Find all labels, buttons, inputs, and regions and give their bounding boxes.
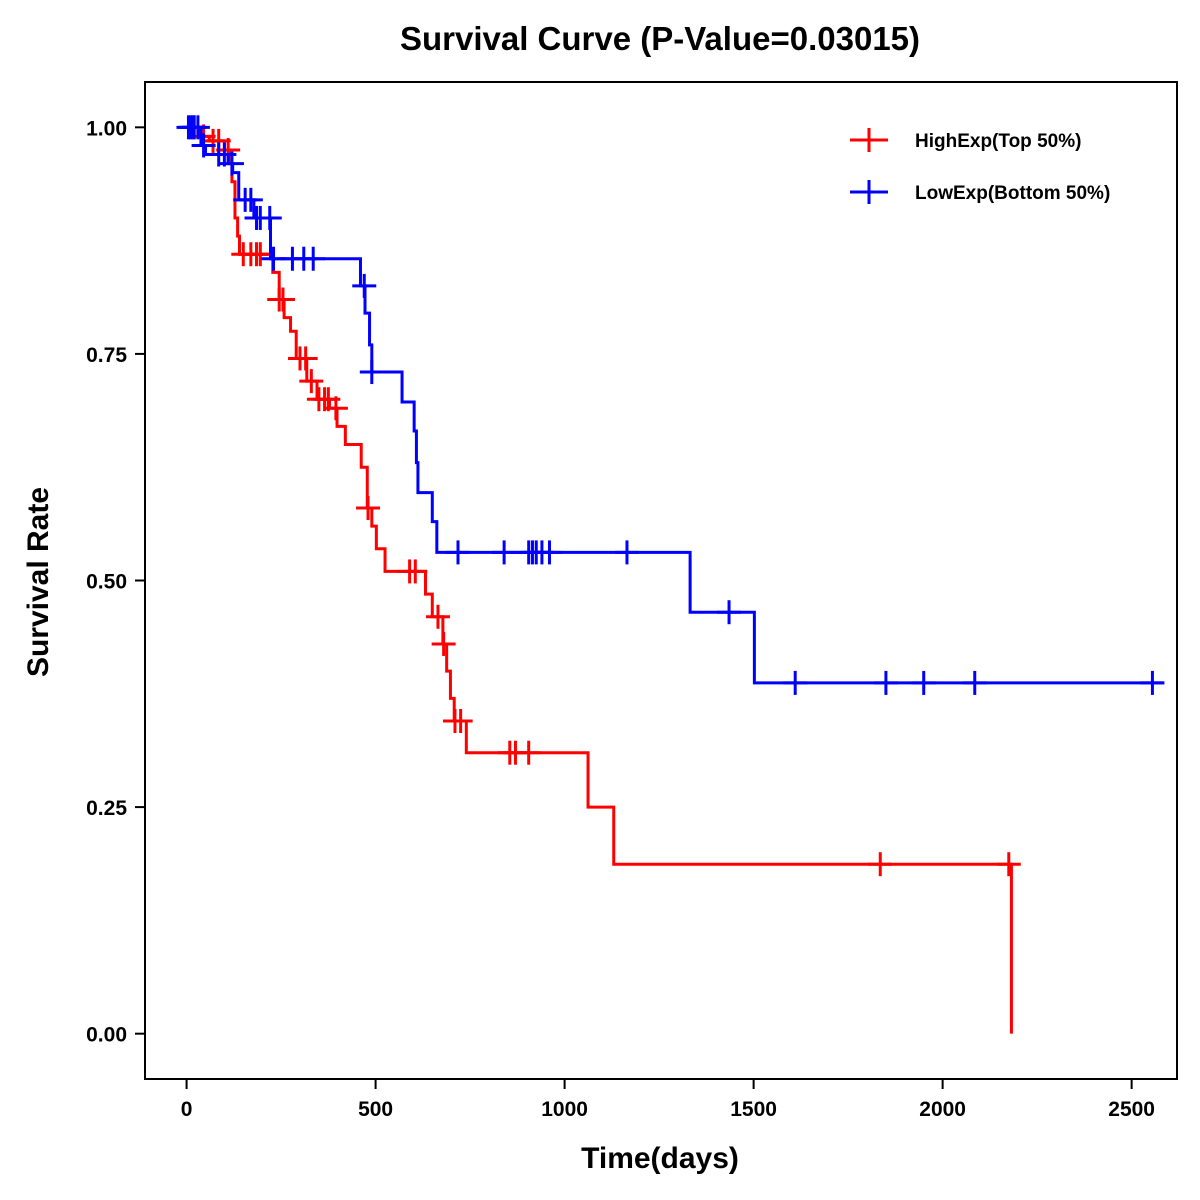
legend-label: LowExp(Bottom 50%) bbox=[915, 183, 1110, 204]
legend-label: HighExp(Top 50%) bbox=[915, 131, 1081, 152]
legend-cross-icon bbox=[850, 128, 888, 152]
y-tick-label: 0.75 bbox=[86, 344, 127, 367]
censor-mark bbox=[516, 740, 541, 765]
censor-mark bbox=[614, 540, 639, 565]
x-tick-label: 1500 bbox=[730, 1098, 777, 1121]
censor-mark bbox=[431, 631, 456, 656]
censor-mark bbox=[356, 495, 381, 520]
y-axis: 0.00 0.25 0.50 0.75 1.00 bbox=[86, 117, 145, 1047]
censor-mark bbox=[359, 360, 384, 385]
censor-mark bbox=[403, 559, 428, 584]
censor-mark bbox=[270, 287, 295, 312]
censor-mark bbox=[425, 604, 450, 629]
x-tick-label: 2000 bbox=[919, 1098, 966, 1121]
y-tick-label: 0.00 bbox=[86, 1024, 127, 1047]
censor-mark bbox=[911, 670, 936, 695]
plot-area bbox=[176, 115, 1165, 1034]
x-tick-label: 500 bbox=[358, 1098, 393, 1121]
legend: HighExp(Top 50%) LowExp(Bottom 50%) bbox=[850, 128, 1110, 204]
chart-title: Survival Curve (P-Value=0.03015) bbox=[400, 20, 920, 57]
censor-mark bbox=[873, 670, 898, 695]
x-tick-label: 1000 bbox=[541, 1098, 588, 1121]
censor-mark bbox=[191, 133, 216, 158]
censor-mark bbox=[868, 852, 893, 877]
censor-mark bbox=[1140, 670, 1165, 695]
x-tick-label: 2500 bbox=[1108, 1098, 1155, 1121]
censor-mark bbox=[293, 346, 318, 371]
y-tick-label: 0.50 bbox=[86, 571, 127, 594]
censor-mark bbox=[238, 187, 263, 212]
censor-mark bbox=[352, 273, 377, 298]
censor-mark bbox=[962, 670, 987, 695]
censor-mark bbox=[185, 115, 210, 140]
x-tick-label: 0 bbox=[181, 1098, 193, 1121]
legend-item: HighExp(Top 50%) bbox=[850, 128, 1081, 152]
series-low-exp bbox=[176, 115, 1165, 695]
censor-mark bbox=[996, 852, 1021, 877]
censor-mark bbox=[257, 205, 282, 230]
legend-cross-icon bbox=[850, 180, 888, 204]
censor-mark bbox=[248, 242, 273, 267]
censor-mark bbox=[323, 396, 348, 421]
x-axis: 0 500 1000 1500 2000 2500 bbox=[181, 1079, 1155, 1121]
censor-mark bbox=[492, 540, 517, 565]
censor-mark bbox=[299, 369, 324, 394]
x-axis-title: Time(days) bbox=[581, 1142, 739, 1175]
censor-mark bbox=[301, 246, 326, 271]
censor-mark bbox=[717, 600, 742, 625]
censor-mark bbox=[446, 540, 471, 565]
censor-mark bbox=[783, 670, 808, 695]
y-tick-label: 0.25 bbox=[86, 797, 127, 820]
censor-mark bbox=[537, 540, 562, 565]
censor-mark bbox=[219, 151, 244, 176]
y-axis-title: Survival Rate bbox=[22, 487, 55, 677]
legend-item: LowExp(Bottom 50%) bbox=[850, 180, 1110, 204]
censor-mark bbox=[448, 708, 473, 733]
y-tick-label: 1.00 bbox=[86, 117, 127, 140]
